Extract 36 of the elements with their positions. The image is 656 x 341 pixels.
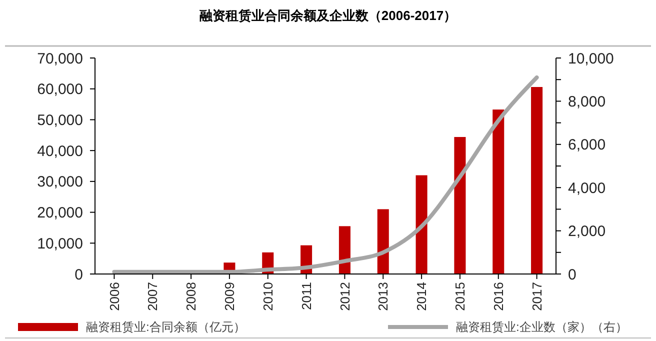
- x-tick-label: 2011: [298, 282, 314, 310]
- x-tick-label: 2017: [529, 282, 544, 311]
- x-tick-label: 2006: [106, 282, 122, 311]
- y-tick-label: 20,000: [37, 204, 83, 222]
- x-tick-label: 2012: [337, 282, 352, 311]
- bar: [377, 209, 389, 274]
- y2-tick-label: 4,000: [568, 180, 606, 197]
- bar: [492, 110, 504, 274]
- bar: [338, 226, 350, 274]
- x-tick-label: 2014: [414, 282, 430, 311]
- y2-tick-label: 8,000: [568, 93, 606, 110]
- bar: [416, 175, 428, 274]
- y-tick-label: 70,000: [37, 50, 83, 68]
- y2-tick-label: 2,000: [568, 223, 606, 240]
- line-series: [112, 75, 539, 274]
- y-tick-label: 0: [74, 266, 83, 284]
- x-tick-label: 2015: [452, 282, 468, 311]
- legend-label: 融资租赁业:合同余额（亿元）: [86, 320, 246, 334]
- y2-tick-label: 10,000: [568, 50, 614, 68]
- bar: [454, 136, 466, 274]
- x-tick-label: 2016: [490, 282, 506, 311]
- y2-tick-label: 6,000: [568, 136, 606, 154]
- y-tick-label: 40,000: [37, 142, 83, 160]
- x-tick-label: 2013: [376, 282, 391, 311]
- y-tick-label: 50,000: [37, 112, 83, 129]
- x-tick-label: 2010: [260, 282, 276, 311]
- y-tick-label: 30,000: [37, 174, 83, 191]
- legend-label: 融资租赁业:企业数（家）（右）: [456, 320, 628, 334]
- x-tick-label: 2008: [184, 282, 199, 311]
- x-tick-label: 2009: [222, 282, 238, 311]
- y2-tick-label: 0: [568, 266, 576, 284]
- chart-title: 融资租赁业合同余额及企业数（2006-2017）: [199, 8, 457, 23]
- y-tick-label: 60,000: [37, 81, 83, 98]
- y-tick-label: 10,000: [37, 235, 83, 252]
- x-tick-label: 2007: [145, 282, 160, 311]
- bar: [531, 87, 543, 274]
